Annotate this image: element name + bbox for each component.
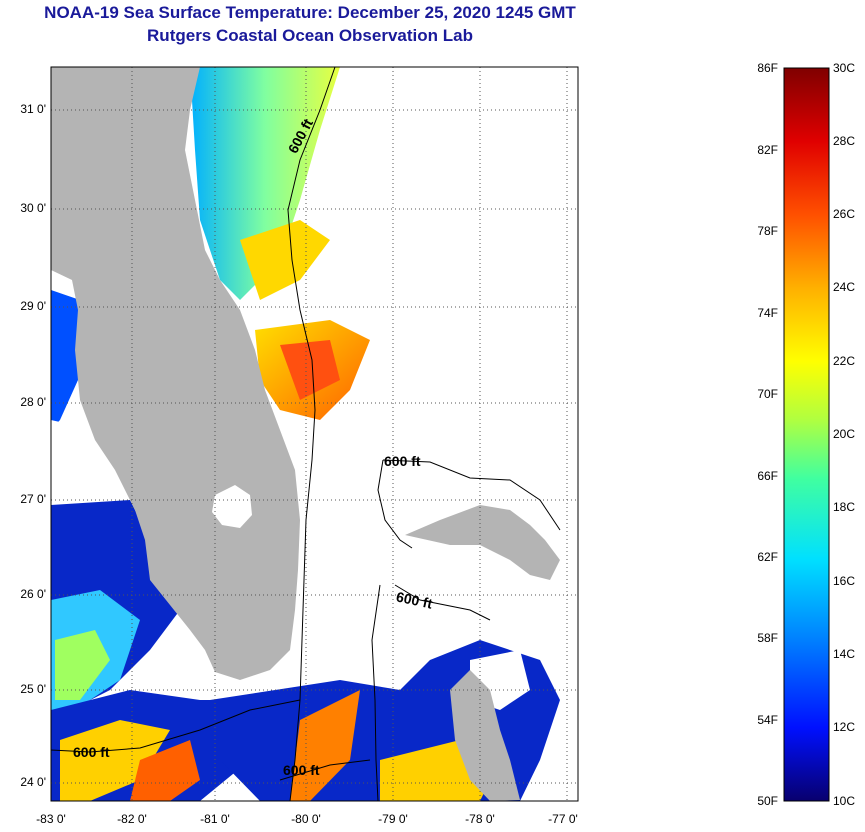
colorbar-c-label: 26C bbox=[833, 207, 856, 221]
colorbar-c-label: 10C bbox=[833, 794, 856, 808]
colorbar-c-label: 24C bbox=[833, 280, 856, 294]
colorbar-c-label: 30C bbox=[833, 61, 856, 75]
lon-label-83: -83 0' bbox=[36, 812, 66, 826]
colorbar-f-label: 54F bbox=[757, 713, 778, 727]
isobath-label: 600 ft bbox=[73, 744, 110, 760]
colorbar-c-label: 22C bbox=[833, 354, 856, 368]
colorbar-f-label: 82F bbox=[757, 143, 778, 157]
lat-label-27: 27 0' bbox=[20, 492, 46, 506]
lon-label-81: -81 0' bbox=[200, 812, 230, 826]
lat-label-30: 30 0' bbox=[20, 201, 46, 215]
colorbar-f-label: 74F bbox=[757, 306, 778, 320]
colorbar-f-label: 78F bbox=[757, 224, 778, 238]
map-content bbox=[51, 67, 578, 801]
lat-label-29: 29 0' bbox=[20, 299, 46, 313]
lon-label-77: -77 0' bbox=[548, 812, 578, 826]
bahamas-land bbox=[405, 505, 560, 580]
colorbar-c-label: 12C bbox=[833, 720, 856, 734]
map-title: NOAA-19 Sea Surface Temperature: Decembe… bbox=[44, 3, 576, 22]
colorbar-f-label: 58F bbox=[757, 631, 778, 645]
map-frame bbox=[50, 66, 579, 802]
colorbar bbox=[783, 67, 830, 802]
isobath-label: 600 ft bbox=[283, 762, 320, 778]
colorbar-c-label: 18C bbox=[833, 500, 856, 514]
lat-label-28: 28 0' bbox=[20, 395, 46, 409]
lat-label-26: 26 0' bbox=[20, 587, 46, 601]
colorbar-f-label: 50F bbox=[757, 794, 778, 808]
lon-label-78: -78 0' bbox=[465, 812, 495, 826]
lat-label-31: 31 0' bbox=[20, 102, 46, 116]
lake-okeechobee bbox=[212, 485, 252, 528]
lon-label-82: -82 0' bbox=[117, 812, 147, 826]
lon-label-79: -79 0' bbox=[378, 812, 408, 826]
colorbar-c-label: 14C bbox=[833, 647, 856, 661]
colorbar-f-label: 66F bbox=[757, 469, 778, 483]
colorbar-c-label: 28C bbox=[833, 134, 856, 148]
isobath-600ft bbox=[51, 67, 561, 801]
lon-label-80: -80 0' bbox=[291, 812, 321, 826]
colorbar-f-label: 86F bbox=[757, 61, 778, 75]
gulf-sst-patch bbox=[51, 290, 80, 430]
colorbar-c-label: 16C bbox=[833, 574, 856, 588]
colorbar-f-label: 70F bbox=[757, 387, 778, 401]
atlantic-sst-patch bbox=[190, 67, 340, 300]
colorbar-f-label: 62F bbox=[757, 550, 778, 564]
lat-label-24: 24 0' bbox=[20, 775, 46, 789]
isobath-label: 600 ft bbox=[384, 453, 421, 469]
andros-island bbox=[450, 670, 520, 801]
map-subtitle: Rutgers Coastal Ocean Observation Lab bbox=[147, 26, 473, 45]
lat-label-25: 25 0' bbox=[20, 682, 46, 696]
colorbar-c-label: 20C bbox=[833, 427, 856, 441]
